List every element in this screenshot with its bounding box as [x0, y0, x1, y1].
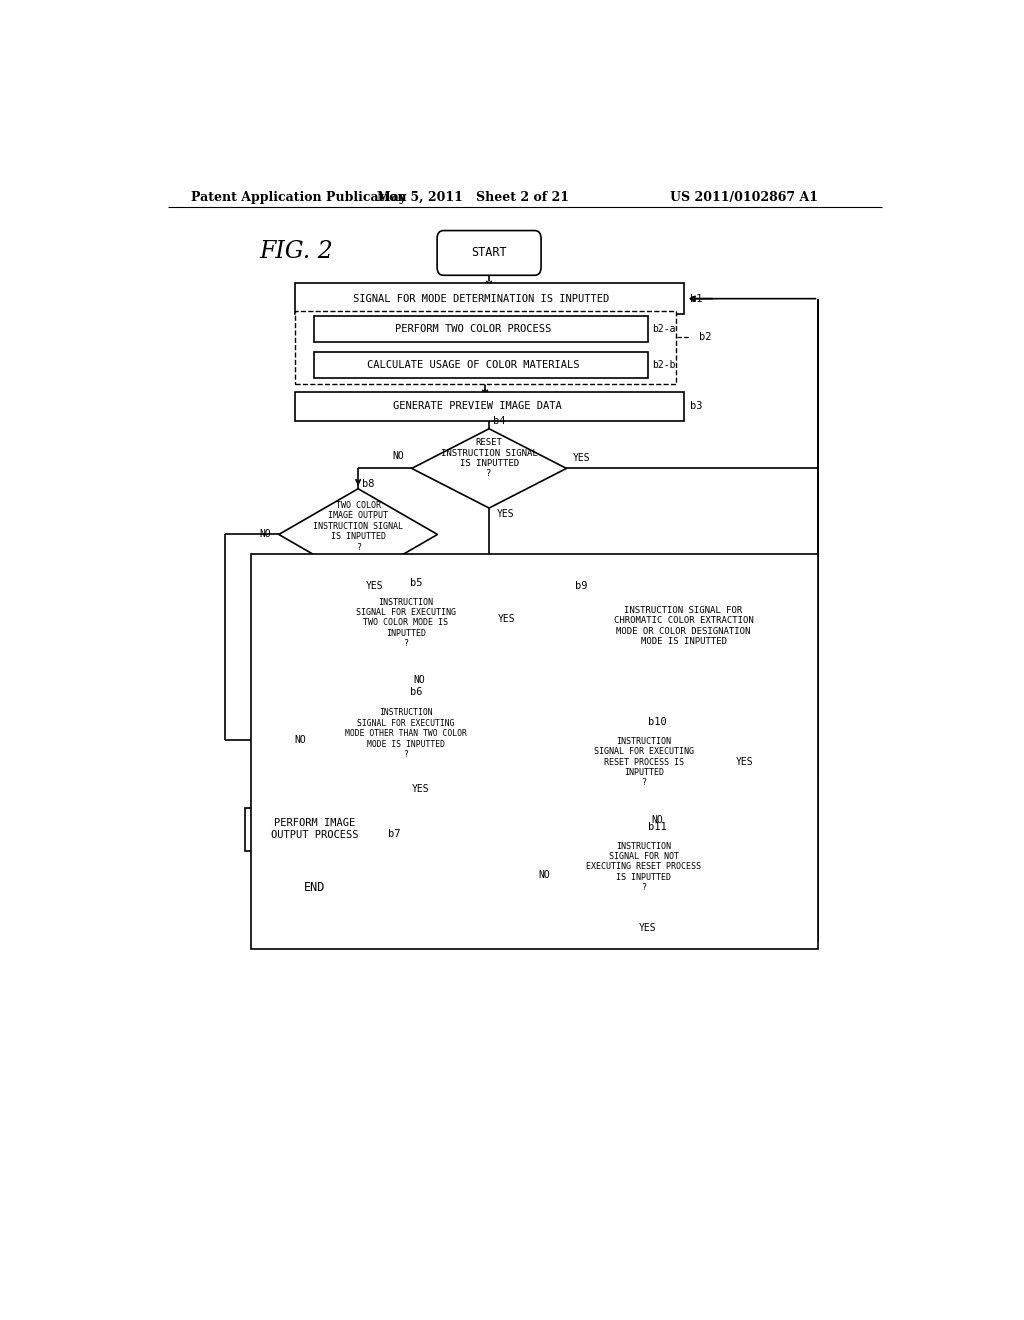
Text: INSTRUCTION
SIGNAL FOR NOT
EXECUTING RESET PROCESS
IS INPUTTED
?: INSTRUCTION SIGNAL FOR NOT EXECUTING RES…: [587, 842, 701, 892]
Polygon shape: [412, 429, 566, 508]
Text: b8: b8: [362, 479, 375, 488]
Text: b3: b3: [690, 401, 702, 412]
Text: b11: b11: [648, 821, 667, 832]
Text: INSTRUCTION
SIGNAL FOR EXECUTING
RESET PROCESS IS
INPUTTED
?: INSTRUCTION SIGNAL FOR EXECUTING RESET P…: [594, 737, 694, 788]
Text: b4: b4: [494, 416, 506, 425]
Text: May 5, 2011   Sheet 2 of 21: May 5, 2011 Sheet 2 of 21: [377, 190, 569, 203]
Text: RESET
INSTRUCTION SIGNAL
IS INPUTTED
?: RESET INSTRUCTION SIGNAL IS INPUTTED ?: [440, 438, 538, 478]
Bar: [295, 312, 676, 384]
Polygon shape: [314, 697, 497, 783]
Bar: [251, 554, 818, 949]
Text: b10: b10: [648, 717, 667, 727]
Polygon shape: [279, 488, 437, 581]
Text: NO: NO: [392, 451, 403, 461]
Text: YES: YES: [497, 510, 515, 519]
Text: Patent Application Publication: Patent Application Publication: [191, 190, 407, 203]
Text: PERFORM TWO COLOR PROCESS: PERFORM TWO COLOR PROCESS: [395, 325, 551, 334]
Polygon shape: [321, 587, 492, 675]
Text: NO: NO: [295, 735, 306, 744]
FancyBboxPatch shape: [437, 231, 541, 276]
Bar: [572, 594, 795, 668]
Text: INSTRUCTION
SIGNAL FOR EXECUTING
TWO COLOR MODE IS
INPUTTED
?: INSTRUCTION SIGNAL FOR EXECUTING TWO COL…: [355, 598, 456, 648]
Text: YES: YES: [735, 758, 753, 767]
Polygon shape: [558, 832, 729, 919]
Text: NO: NO: [259, 529, 270, 540]
Text: FIG. 2: FIG. 2: [259, 240, 333, 264]
Bar: [295, 284, 684, 314]
Text: INSTRUCTION SIGNAL FOR
CHROMATIC COLOR EXTRACTION
MODE OR COLOR DESIGNATION
MODE: INSTRUCTION SIGNAL FOR CHROMATIC COLOR E…: [613, 606, 754, 645]
Text: YES: YES: [498, 614, 515, 624]
Text: YES: YES: [412, 784, 430, 795]
Text: b9: b9: [574, 581, 588, 591]
Text: END: END: [304, 880, 326, 894]
Text: NO: NO: [414, 676, 425, 685]
Text: YES: YES: [572, 453, 591, 463]
Text: b2-a: b2-a: [652, 325, 676, 334]
Text: b1: b1: [690, 293, 702, 304]
Text: CALCULATE USAGE OF COLOR MATERIALS: CALCULATE USAGE OF COLOR MATERIALS: [367, 360, 580, 370]
Text: b2: b2: [699, 333, 712, 342]
Bar: [314, 351, 648, 378]
Text: INSTRUCTION
SIGNAL FOR EXECUTING
MODE OTHER THAN TWO COLOR
MODE IS INPUTTED
?: INSTRUCTION SIGNAL FOR EXECUTING MODE OT…: [345, 709, 467, 759]
Polygon shape: [558, 727, 729, 813]
Text: SIGNAL FOR MODE DETERMINATION IS INPUTTED: SIGNAL FOR MODE DETERMINATION IS INPUTTE…: [353, 293, 609, 304]
Text: YES: YES: [639, 923, 656, 933]
Bar: [295, 392, 684, 421]
Text: NO: NO: [652, 814, 664, 825]
Text: PERFORM IMAGE
OUTPUT PROCESS: PERFORM IMAGE OUTPUT PROCESS: [270, 818, 358, 840]
Text: GENERATE PREVIEW IMAGE DATA: GENERATE PREVIEW IMAGE DATA: [393, 401, 561, 412]
Text: US 2011/0102867 A1: US 2011/0102867 A1: [671, 190, 818, 203]
Bar: [245, 808, 384, 850]
Text: YES: YES: [367, 581, 384, 591]
Text: b5: b5: [410, 578, 422, 587]
Text: TWO COLOR
IMAGE OUTPUT
INSTRUCTION SIGNAL
IS INPUTTED
?: TWO COLOR IMAGE OUTPUT INSTRUCTION SIGNA…: [313, 502, 403, 552]
Text: b6: b6: [410, 686, 422, 697]
Text: b7: b7: [388, 829, 400, 840]
Text: START: START: [471, 247, 507, 260]
Text: b2-b: b2-b: [652, 360, 676, 370]
Text: NO: NO: [539, 870, 551, 880]
FancyBboxPatch shape: [269, 866, 359, 908]
Bar: [314, 315, 648, 342]
